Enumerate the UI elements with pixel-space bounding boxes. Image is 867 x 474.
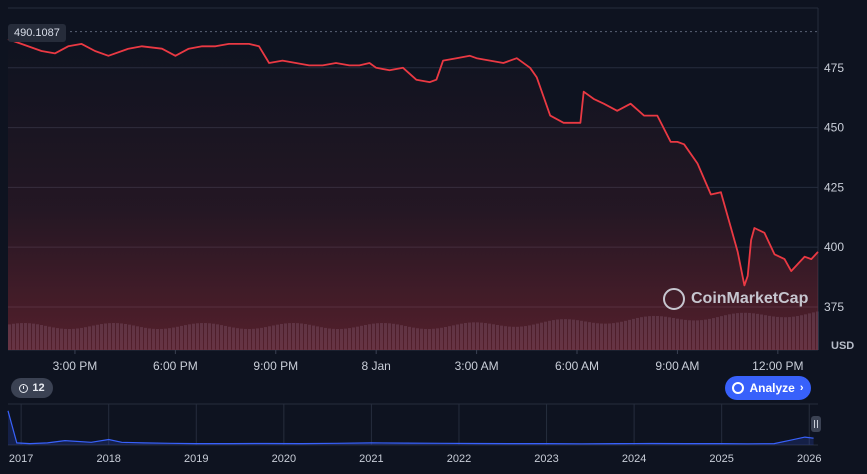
x-tick-label: 12:00 PM (752, 359, 803, 373)
watermark-text: CoinMarketCap (691, 290, 809, 307)
y-tick-label: 375 (824, 300, 844, 314)
current-price-badge: 490.1087 (8, 24, 66, 42)
x-tick-label: 9:00 AM (655, 359, 699, 373)
navigator-year-label: 2024 (622, 453, 646, 465)
coinmarketcap-watermark: CoinMarketCap (663, 288, 808, 310)
analyze-button[interactable]: Analyze › (725, 376, 811, 400)
navigator-year-label: 2021 (359, 453, 383, 465)
chevron-right-icon: › (799, 382, 804, 394)
navigator-year-label: 2019 (184, 453, 208, 465)
analyze-gauge-icon (732, 382, 745, 394)
currency-label: USD (831, 340, 855, 352)
x-tick-label: 9:00 PM (253, 359, 298, 373)
navigator-area (8, 410, 814, 445)
x-axis-ticks: 3:00 PM 6:00 PM 9:00 PM 8 Jan 3:00 AM 6:00 AM… (53, 350, 804, 373)
x-tick-label: 8 Jan (362, 359, 391, 373)
price-line-group (7, 38, 819, 287)
navigator-year-label: 2022 (447, 453, 471, 465)
x-tick-label: 6:00 PM (153, 359, 198, 373)
price-area-fill (8, 39, 818, 350)
handle-grip-icon (817, 420, 818, 428)
price-line (7, 38, 819, 287)
handle-grip-icon (814, 420, 815, 428)
y-tick-label: 400 (824, 240, 844, 254)
y-tick-label: 425 (824, 180, 844, 194)
navigator-year-label: 2026 (797, 453, 821, 465)
x-tick-label: 6:00 AM (555, 359, 599, 373)
history-clock-icon (19, 383, 29, 393)
events-badge[interactable]: 12 (11, 378, 53, 398)
x-tick-label: 3:00 PM (53, 359, 98, 373)
navigator-year-label: 2018 (96, 453, 120, 465)
events-count: 12 (32, 382, 45, 394)
navigator-line (7, 410, 814, 445)
y-tick-label: 450 (824, 121, 844, 135)
coinmarketcap-logo-icon (663, 288, 685, 310)
navigator-year-label: 2023 (534, 453, 558, 465)
navigator-year-label: 2025 (709, 453, 733, 465)
navigator-year-label: 2017 (9, 453, 33, 465)
x-tick-label: 3:00 AM (455, 359, 499, 373)
navigator[interactable]: 2017 2018 2019 2020 2021 2022 2023 2024 2025 2026 (7, 403, 821, 465)
navigator-year-label: 2020 (272, 453, 296, 465)
price-area (8, 39, 818, 350)
navigator-handle[interactable] (811, 416, 821, 432)
y-tick-label: 475 (824, 61, 844, 75)
y-axis-ticks: 375 400 425 450 475 (824, 61, 844, 314)
analyze-label: Analyze (749, 381, 795, 395)
